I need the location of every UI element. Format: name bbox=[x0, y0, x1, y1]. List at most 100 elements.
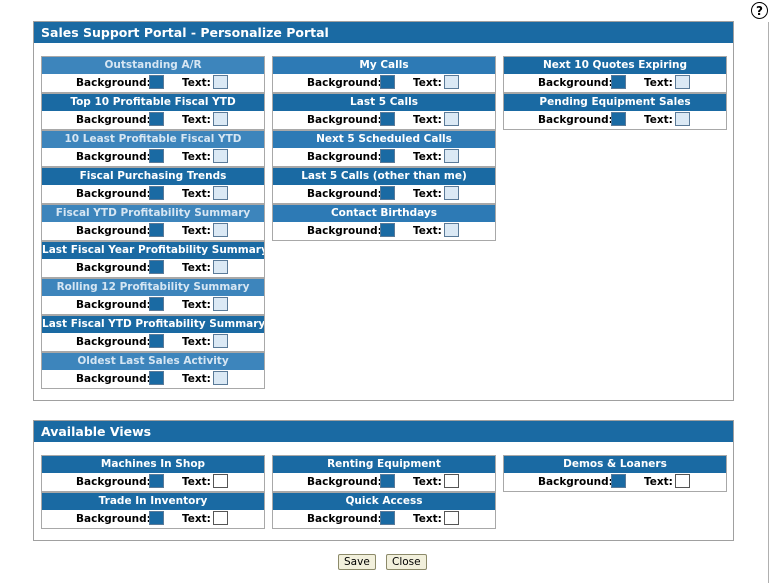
widget-color-settings: Background: Text: bbox=[42, 259, 264, 277]
background-color-swatch[interactable] bbox=[149, 334, 164, 348]
portal-widget: Demos & Loaners Background: Text: bbox=[503, 455, 727, 492]
background-color-swatch[interactable] bbox=[149, 371, 164, 385]
text-color-swatch[interactable] bbox=[444, 223, 459, 237]
portal-widget: Fiscal Purchasing Trends Background: Text: bbox=[41, 167, 265, 204]
portal-widget: Top 10 Profitable Fiscal YTD Background: T… bbox=[41, 93, 265, 130]
close-button[interactable]: Close bbox=[386, 554, 427, 570]
background-label: Background: bbox=[76, 299, 151, 311]
text-color-swatch[interactable] bbox=[444, 149, 459, 163]
widget-title: Oldest Last Sales Activity bbox=[42, 353, 264, 370]
widget-color-settings: Background: Text: bbox=[42, 370, 264, 388]
background-label: Background: bbox=[76, 188, 151, 200]
text-label: Text: bbox=[413, 151, 442, 163]
background-label: Background: bbox=[76, 336, 151, 348]
portal-widget: Oldest Last Sales Activity Background: Tex… bbox=[41, 352, 265, 389]
widget-color-settings: Background: Text: bbox=[504, 111, 726, 129]
text-color-swatch[interactable] bbox=[213, 112, 228, 126]
background-color-swatch[interactable] bbox=[380, 112, 395, 126]
background-label: Background: bbox=[307, 114, 382, 126]
widget-color-settings: Background: Text: bbox=[273, 510, 495, 528]
text-color-swatch[interactable] bbox=[213, 334, 228, 348]
portal-widget: Renting Equipment Background: Text: bbox=[272, 455, 496, 492]
text-label: Text: bbox=[182, 336, 211, 348]
save-button[interactable]: Save bbox=[338, 554, 376, 570]
text-color-swatch[interactable] bbox=[444, 75, 459, 89]
background-label: Background: bbox=[307, 151, 382, 163]
background-color-swatch[interactable] bbox=[380, 75, 395, 89]
panel-title: Sales Support Portal - Personalize Porta… bbox=[34, 22, 733, 43]
text-color-swatch[interactable] bbox=[444, 186, 459, 200]
background-color-swatch[interactable] bbox=[149, 511, 164, 525]
widget-color-settings: Background: Text: bbox=[273, 148, 495, 166]
background-color-swatch[interactable] bbox=[611, 75, 626, 89]
widget-title: Last 5 Calls (other than me) bbox=[273, 168, 495, 185]
text-color-swatch[interactable] bbox=[675, 474, 690, 488]
portal-widget: Next 5 Scheduled Calls Background: Text: bbox=[272, 130, 496, 167]
text-color-swatch[interactable] bbox=[213, 260, 228, 274]
background-color-swatch[interactable] bbox=[380, 474, 395, 488]
background-label: Background: bbox=[76, 151, 151, 163]
widget-title: Outstanding A/R bbox=[42, 57, 264, 74]
background-color-swatch[interactable] bbox=[380, 149, 395, 163]
background-color-swatch[interactable] bbox=[149, 186, 164, 200]
background-color-swatch[interactable] bbox=[149, 112, 164, 126]
text-color-swatch[interactable] bbox=[213, 474, 228, 488]
background-color-swatch[interactable] bbox=[380, 511, 395, 525]
background-label: Background: bbox=[538, 476, 613, 488]
text-label: Text: bbox=[413, 188, 442, 200]
background-label: Background: bbox=[76, 373, 151, 385]
text-color-swatch[interactable] bbox=[213, 186, 228, 200]
widget-color-settings: Background: Text: bbox=[42, 296, 264, 314]
portal-widget: Trade In Inventory Background: Text: bbox=[41, 492, 265, 529]
text-color-swatch[interactable] bbox=[213, 75, 228, 89]
widget-color-settings: Background: Text: bbox=[504, 74, 726, 92]
widget-title: Fiscal YTD Profitability Summary bbox=[42, 205, 264, 222]
widget-color-settings: Background: Text: bbox=[42, 148, 264, 166]
portal-widget: Contact Birthdays Background: Text: bbox=[272, 204, 496, 241]
background-color-swatch[interactable] bbox=[149, 297, 164, 311]
background-color-swatch[interactable] bbox=[149, 260, 164, 274]
background-color-swatch[interactable] bbox=[149, 75, 164, 89]
available-column-1: Machines In Shop Background: Text: Trade In… bbox=[41, 455, 265, 529]
text-color-swatch[interactable] bbox=[444, 474, 459, 488]
text-color-swatch[interactable] bbox=[213, 297, 228, 311]
text-color-swatch[interactable] bbox=[675, 112, 690, 126]
text-color-swatch[interactable] bbox=[213, 223, 228, 237]
text-label: Text: bbox=[413, 114, 442, 126]
background-label: Background: bbox=[538, 77, 613, 89]
text-label: Text: bbox=[182, 77, 211, 89]
text-color-swatch[interactable] bbox=[444, 112, 459, 126]
text-label: Text: bbox=[644, 114, 673, 126]
background-color-swatch[interactable] bbox=[611, 474, 626, 488]
background-color-swatch[interactable] bbox=[149, 149, 164, 163]
background-color-swatch[interactable] bbox=[380, 223, 395, 237]
widget-color-settings: Background: Text: bbox=[273, 74, 495, 92]
text-color-swatch[interactable] bbox=[213, 149, 228, 163]
background-label: Background: bbox=[307, 225, 382, 237]
help-icon[interactable]: ? bbox=[751, 2, 768, 19]
background-label: Background: bbox=[307, 476, 382, 488]
text-color-swatch[interactable] bbox=[213, 371, 228, 385]
widget-color-settings: Background: Text: bbox=[273, 222, 495, 240]
widget-title: Last 5 Calls bbox=[273, 94, 495, 111]
text-color-swatch[interactable] bbox=[444, 511, 459, 525]
background-color-swatch[interactable] bbox=[611, 112, 626, 126]
widget-color-settings: Background: Text: bbox=[273, 185, 495, 203]
portal-widget: Pending Equipment Sales Background: Text: bbox=[503, 93, 727, 130]
text-label: Text: bbox=[644, 476, 673, 488]
text-label: Text: bbox=[644, 77, 673, 89]
text-label: Text: bbox=[413, 77, 442, 89]
text-color-swatch[interactable] bbox=[213, 511, 228, 525]
widget-color-settings: Background: Text: bbox=[504, 473, 726, 491]
portal-widget: Last Fiscal YTD Profitability Summary Bac… bbox=[41, 315, 265, 352]
background-color-swatch[interactable] bbox=[380, 186, 395, 200]
text-label: Text: bbox=[182, 225, 211, 237]
background-label: Background: bbox=[307, 513, 382, 525]
available-column-2: Renting Equipment Background: Text: Quick A… bbox=[272, 455, 496, 529]
background-color-swatch[interactable] bbox=[149, 223, 164, 237]
text-color-swatch[interactable] bbox=[675, 75, 690, 89]
background-color-swatch[interactable] bbox=[149, 474, 164, 488]
widget-color-settings: Background: Text: bbox=[42, 74, 264, 92]
widget-title: 10 Least Profitable Fiscal YTD bbox=[42, 131, 264, 148]
widget-title: Pending Equipment Sales bbox=[504, 94, 726, 111]
